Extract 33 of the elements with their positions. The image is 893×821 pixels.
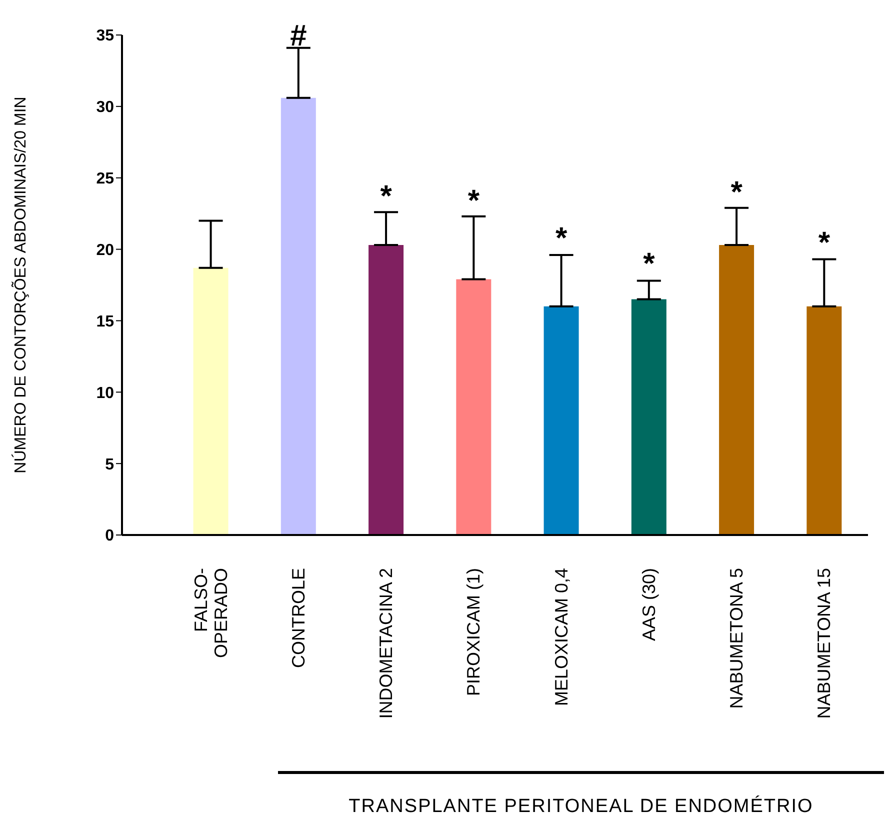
annotation: * [555,222,568,256]
x-tick-label: NABUMETONA 15 [814,568,834,719]
x-tick-label: NABUMETONA 5 [726,568,747,709]
x-axis-title: TRANSPLANTE PERITONEAL DE ENDOMÉTRIO [348,796,814,818]
bar [456,279,492,535]
annotation: * [380,180,392,214]
y-tick-label: 35 [96,28,114,45]
annotation: * [643,247,656,280]
y-tick-label: 15 [96,313,114,330]
x-tick-label: CONTROLE [288,568,308,668]
x-tick-label: MELOXICAM 0,4 [551,568,572,706]
x-tick-label: PIROXICAM (1) [464,568,484,696]
annotation: # [290,20,308,53]
y-tick-label: 20 [96,242,114,259]
y-tick-label: 0 [105,528,114,545]
x-tick-label: AAS (30) [638,568,659,642]
y-axis-title: NÚMERO DE CONTORÇÕES ABDOMINAIS/20 MIN [10,96,30,474]
y-tick-label: 5 [105,456,114,474]
annotation: * [818,226,830,260]
annotation: * [730,176,743,210]
y-tick-label: 10 [96,384,114,402]
bar [806,306,842,535]
y-tick-label: 25 [96,170,114,188]
annotation: * [468,184,480,218]
x-tick-label: INDOMETACINA 2 [376,568,396,719]
x-tick-label: FALSO-OPERADO [190,568,231,658]
bar [368,245,404,535]
bar [544,306,579,535]
bar [631,299,666,535]
y-tick-label: 30 [96,99,114,116]
bar [280,98,316,535]
bar [719,245,754,535]
bar [193,268,228,535]
